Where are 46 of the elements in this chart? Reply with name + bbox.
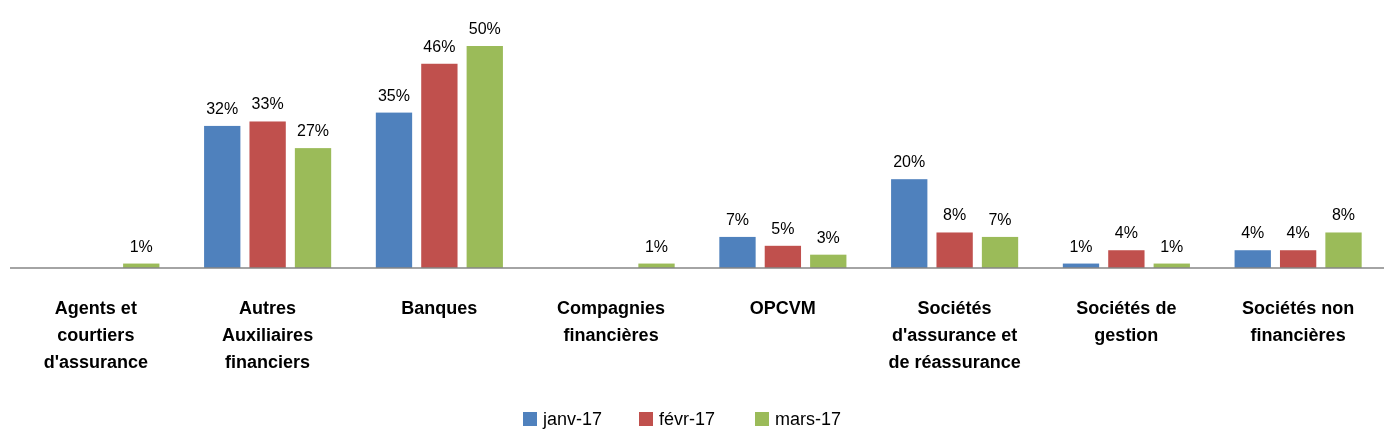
bar xyxy=(1234,250,1271,268)
data-label: 3% xyxy=(816,228,840,246)
bar xyxy=(249,121,286,268)
data-label: 20% xyxy=(893,153,926,171)
bar xyxy=(764,245,802,268)
data-label: 1% xyxy=(129,237,153,255)
bar xyxy=(981,236,1019,268)
legend-label: mars-17 xyxy=(775,409,842,429)
legend-label: janv-17 xyxy=(542,409,603,429)
bar xyxy=(421,63,458,268)
bar xyxy=(466,46,503,268)
x-tick-label: Agents et courtiers d'assurance xyxy=(43,298,149,372)
x-tick-label: OPCVM xyxy=(749,298,816,318)
x-tick-label: Compagnies financières xyxy=(557,298,666,345)
bar xyxy=(1325,232,1362,268)
data-label: 50% xyxy=(468,20,501,37)
bar xyxy=(1108,250,1145,268)
x-tick-label: Autres Auxiliaires financiers xyxy=(222,298,314,372)
data-label: 4% xyxy=(1241,224,1265,242)
data-label: 8% xyxy=(1331,206,1356,224)
data-label: 5% xyxy=(771,219,795,237)
data-label: 7% xyxy=(988,210,1012,228)
bar xyxy=(375,112,413,268)
x-tick-label: Sociétés non financières xyxy=(1242,298,1355,345)
legend-label: févr-17 xyxy=(659,409,716,429)
bar xyxy=(294,148,332,268)
data-label: 1% xyxy=(1160,237,1184,255)
data-label: 4% xyxy=(1114,224,1138,242)
data-label: 32% xyxy=(206,99,239,117)
bar xyxy=(936,232,973,268)
data-label: 1% xyxy=(1069,237,1093,255)
data-label: 8% xyxy=(943,206,967,224)
bar xyxy=(891,179,928,268)
data-label: 46% xyxy=(423,37,456,55)
x-tick-label: Sociétés de gestion xyxy=(1076,298,1177,345)
x-tick-label: Banques xyxy=(401,298,478,318)
bar xyxy=(204,125,241,268)
data-label: 27% xyxy=(297,122,330,140)
data-label: 35% xyxy=(377,86,410,104)
bar xyxy=(719,236,756,268)
x-tick-label: Sociétés d'assurance et de réassurance xyxy=(888,298,1021,372)
data-label: 7% xyxy=(725,210,750,228)
data-label: 1% xyxy=(644,237,669,255)
data-label: 33% xyxy=(251,95,284,113)
data-label: 4% xyxy=(1286,224,1310,242)
bar xyxy=(1279,250,1317,268)
